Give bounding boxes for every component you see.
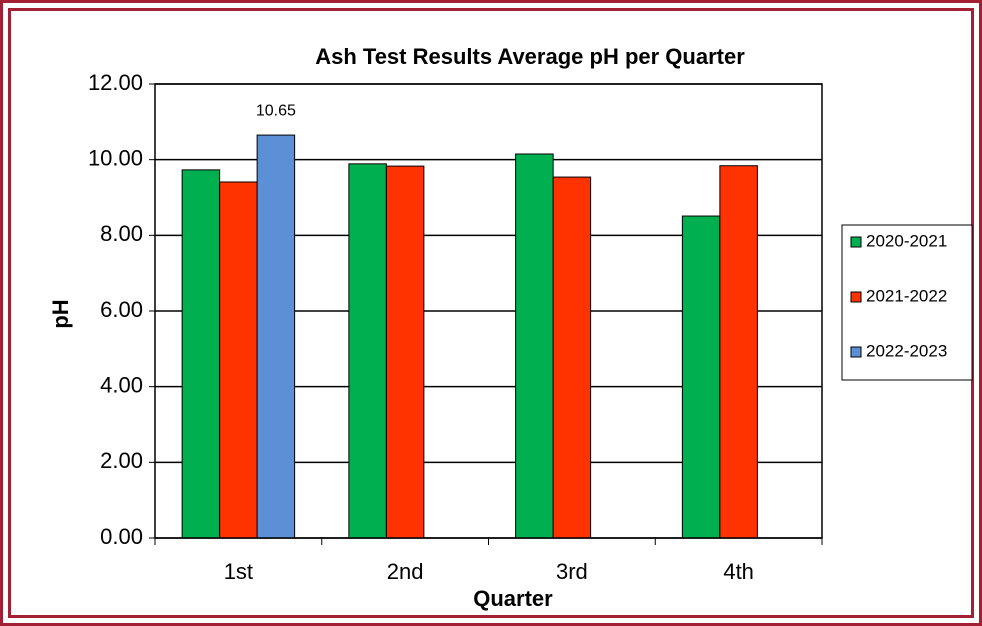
y-tick-label: 0.00: [100, 524, 143, 549]
y-tick-label: 2.00: [100, 448, 143, 473]
bar: [256, 134, 296, 539]
plot-border: [154, 83, 823, 539]
y-tick-label: 12.00: [88, 70, 143, 95]
legend-label: 2020-2021: [866, 231, 947, 250]
y-axis-title: pH: [48, 299, 73, 328]
bar: [552, 176, 592, 539]
bar: [385, 165, 425, 539]
x-tick-label: 2nd: [387, 559, 424, 584]
x-tick-label: 1st: [224, 559, 253, 584]
legend-label: 2022-2023: [866, 341, 947, 360]
bar: [515, 153, 554, 539]
x-tick-label: 4th: [723, 559, 754, 584]
chart-title: Ash Test Results Average pH per Quarter: [315, 44, 745, 69]
legend-box: [841, 224, 973, 381]
bar: [181, 169, 221, 539]
y-tick-label: 6.00: [100, 297, 143, 322]
x-tick-label: 3rd: [556, 559, 588, 584]
bar: [348, 163, 387, 539]
x-axis-title: Quarter: [473, 586, 553, 611]
legend-swatch: [850, 236, 862, 248]
bar: [719, 165, 758, 539]
bar: [219, 181, 258, 539]
bar: [681, 215, 721, 539]
y-tick-label: 8.00: [100, 221, 143, 246]
y-tick-label: 4.00: [100, 372, 143, 397]
y-tick-label: 10.00: [88, 145, 143, 170]
data-label: 10.65: [256, 102, 296, 119]
legend-label: 2021-2022: [866, 286, 947, 305]
legend-swatch: [850, 291, 862, 303]
legend-swatch: [850, 346, 862, 358]
